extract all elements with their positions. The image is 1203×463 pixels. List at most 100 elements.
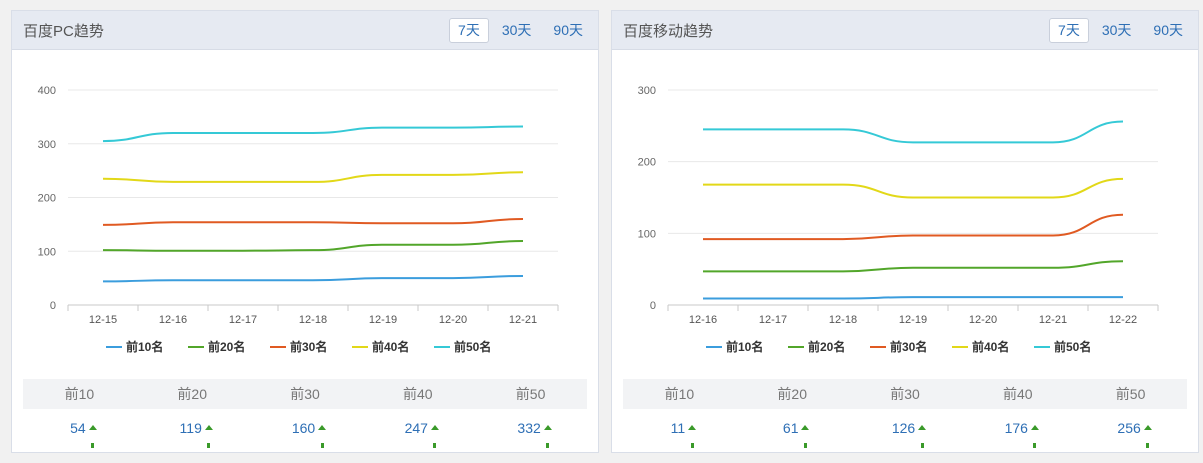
y-tick-label: 0 <box>50 300 56 312</box>
x-tick-label: 12-15 <box>89 314 117 326</box>
x-tick-label: 12-21 <box>1039 314 1067 326</box>
summary-value[interactable]: 160 <box>291 420 316 436</box>
summary-value-cell: 119 <box>136 409 249 439</box>
tab-30-days[interactable]: 30天 <box>501 22 532 38</box>
tab-7-days[interactable]: 7天 <box>1049 18 1089 43</box>
summary-value-cell: 11 <box>623 409 736 439</box>
summary-value[interactable]: 126 <box>891 420 916 436</box>
summary-value[interactable]: 54 <box>70 420 86 436</box>
y-tick-label: 400 <box>38 85 56 97</box>
y-tick-label: 100 <box>38 246 56 258</box>
series-line[interactable] <box>703 120 1124 144</box>
x-tick-label: 12-16 <box>159 314 187 326</box>
series-line[interactable] <box>703 296 1123 300</box>
range-tabs: 7天 30天 90天 <box>445 18 592 43</box>
legend-item[interactable]: 前10名 <box>106 339 163 354</box>
mobile-trend-panel: 百度移动趋势 7天 30天 90天 0 100 200 300 12-16 12-17 12… <box>611 10 1199 453</box>
x-tick-label: 12-16 <box>689 314 717 326</box>
x-tick-label: 12-20 <box>439 314 467 326</box>
legend-label: 前20名 <box>808 339 845 354</box>
y-tick-label: 200 <box>638 157 656 169</box>
series-line[interactable] <box>102 240 524 252</box>
legend-item[interactable]: 前20名 <box>788 339 845 354</box>
legend-item[interactable]: 前50名 <box>1034 339 1091 354</box>
series-line[interactable] <box>102 125 524 143</box>
y-tick-label: 200 <box>38 193 56 205</box>
summary-header: 前40 <box>403 386 433 402</box>
summary-table: 前10 前20 前30 前40 前50 11 61 126 176 256 <box>623 379 1187 439</box>
legend-label: 前10名 <box>126 339 163 354</box>
panel-title: 百度移动趋势 <box>623 23 714 40</box>
summary-value-cell: 54 <box>23 409 136 439</box>
y-tick-label: 300 <box>638 85 656 97</box>
y-tick-label: 0 <box>650 300 656 312</box>
legend-label: 前40名 <box>972 339 1009 354</box>
series-line[interactable] <box>703 260 1124 273</box>
x-tick-label: 12-18 <box>829 314 857 326</box>
summary-value[interactable]: 332 <box>517 420 541 436</box>
pc-trend-panel: 百度PC趋势 7天 30天 90天 0 100 200 300 400 12-15 12-1… <box>11 10 599 453</box>
x-tick-label: 12-19 <box>369 314 397 326</box>
legend-label: 前30名 <box>890 339 927 354</box>
x-tick-label: 12-18 <box>299 314 327 326</box>
x-tick-label: 12-17 <box>759 314 787 326</box>
legend-item[interactable]: 前40名 <box>952 339 1009 354</box>
series-line[interactable] <box>102 274 524 283</box>
series-line[interactable] <box>102 171 524 183</box>
tab-90-days[interactable]: 90天 <box>553 22 583 38</box>
summary-header: 前20 <box>177 386 207 402</box>
summary-value-cell: 61 <box>736 409 849 439</box>
summary-value-cell: 256 <box>1074 409 1187 439</box>
summary-value-cell: 247 <box>361 409 474 439</box>
summary-table: 前10 前20 前30 前40 前50 54 119 160 247 332 <box>23 379 587 439</box>
range-tabs: 7天 30天 90天 <box>1045 18 1192 43</box>
legend-item[interactable]: 前50名 <box>434 339 491 354</box>
summary-values-row: 11 61 126 176 256 <box>623 409 1187 439</box>
series-line[interactable] <box>102 218 524 226</box>
series-line[interactable] <box>702 213 1124 241</box>
pc-trend-chart: 0 100 200 300 400 12-15 12-16 12-17 12-18 12-19 12… <box>38 85 559 354</box>
panel-header: 百度移动趋势 7天 30天 90天 <box>612 11 1198 50</box>
tab-7-days[interactable]: 7天 <box>449 18 489 43</box>
summary-header-row: 前10 前20 前30 前40 前50 <box>23 379 587 409</box>
legend-item[interactable]: 前10名 <box>706 339 763 354</box>
summary-header: 前20 <box>777 386 807 402</box>
mobile-trend-chart: 0 100 200 300 12-16 12-17 12-18 12-19 12-20 12-21… <box>638 85 1159 354</box>
legend-label: 前20名 <box>208 339 245 354</box>
summary-header: 前10 <box>664 386 695 402</box>
legend-item[interactable]: 前30名 <box>270 339 327 354</box>
summary-value-cell: 176 <box>961 409 1074 439</box>
summary-values-row: 54 119 160 247 332 <box>23 409 587 439</box>
legend-label: 前50名 <box>454 339 491 354</box>
summary-header: 前50 <box>515 386 546 402</box>
legend-label: 前30名 <box>290 339 327 354</box>
summary-header: 前10 <box>64 386 95 402</box>
summary-value[interactable]: 61 <box>782 420 799 436</box>
summary-value[interactable]: 119 <box>179 420 202 436</box>
series-line[interactable] <box>703 177 1124 199</box>
summary-header: 前50 <box>1115 386 1146 402</box>
x-tick-label: 12-22 <box>1109 314 1137 326</box>
summary-value[interactable]: 176 <box>1004 420 1028 436</box>
summary-value[interactable]: 247 <box>404 420 428 436</box>
legend-label: 前40名 <box>372 339 409 354</box>
y-tick-label: 100 <box>638 228 656 240</box>
summary-header: 前30 <box>290 386 320 402</box>
x-tick-label: 12-19 <box>899 314 927 326</box>
summary-value-cell: 160 <box>249 409 362 439</box>
summary-header: 前30 <box>890 386 920 402</box>
summary-value[interactable]: 11 <box>670 420 686 436</box>
x-tick-label: 12-20 <box>969 314 997 326</box>
legend-label: 前50名 <box>1054 339 1091 354</box>
legend-item[interactable]: 前30名 <box>870 339 927 354</box>
summary-value-cell: 126 <box>849 409 962 439</box>
panel-header: 百度PC趋势 7天 30天 90天 <box>12 11 598 50</box>
legend-item[interactable]: 前20名 <box>188 339 245 354</box>
tab-30-days[interactable]: 30天 <box>1101 22 1132 38</box>
tab-90-days[interactable]: 90天 <box>1153 22 1183 38</box>
panel-title: 百度PC趋势 <box>23 23 104 40</box>
x-tick-label: 12-17 <box>229 314 257 326</box>
summary-header-row: 前10 前20 前30 前40 前50 <box>623 379 1187 409</box>
legend-item[interactable]: 前40名 <box>352 339 409 354</box>
summary-value[interactable]: 256 <box>1117 420 1141 436</box>
